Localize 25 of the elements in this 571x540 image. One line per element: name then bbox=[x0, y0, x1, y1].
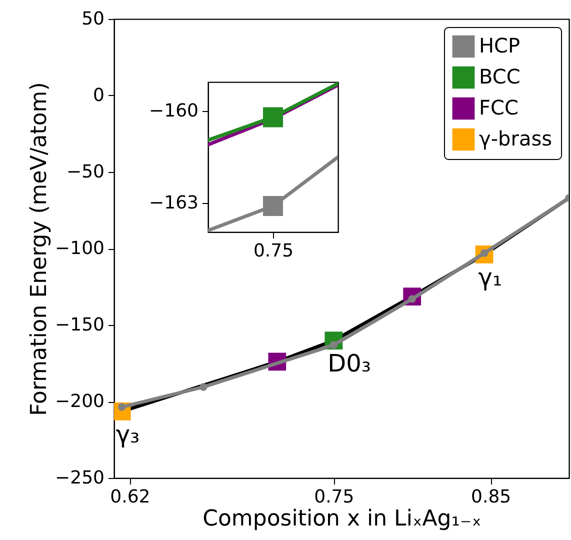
y-tick-label: −100 bbox=[55, 238, 104, 259]
legend-label: BCC bbox=[479, 64, 520, 88]
legend-label: γ-brass bbox=[479, 126, 552, 150]
y-tick-label: −50 bbox=[66, 162, 104, 182]
y-tick-label: −200 bbox=[55, 391, 104, 412]
legend-label: FCC bbox=[479, 96, 518, 120]
point bbox=[330, 341, 338, 349]
x-tick-label: 0.75 bbox=[314, 486, 354, 508]
annotation: γ₁ bbox=[478, 263, 502, 292]
y-tick-label: −160 bbox=[149, 100, 198, 122]
point bbox=[118, 403, 126, 411]
y-axis-title: Formation Energy (meV/atom) bbox=[27, 82, 52, 416]
x-tick-label: 0.85 bbox=[471, 486, 512, 508]
point bbox=[200, 383, 208, 391]
y-tick-label: −163 bbox=[149, 192, 198, 214]
x-tick-label: 0.75 bbox=[253, 240, 294, 262]
legend-label: HCP bbox=[479, 34, 520, 58]
y-tick-label: 0 bbox=[93, 85, 104, 106]
annotation: γ₃ bbox=[116, 420, 140, 448]
y-tick-label: −150 bbox=[55, 314, 104, 336]
y-tick-label: −250 bbox=[55, 468, 104, 488]
x-tick-label: 0.62 bbox=[110, 486, 150, 508]
y-tick-label: 50 bbox=[82, 8, 104, 30]
annotation: D0₃ bbox=[328, 350, 372, 378]
x-axis-title: Composition x in LiₓAg₁₋ₓ bbox=[202, 506, 482, 532]
